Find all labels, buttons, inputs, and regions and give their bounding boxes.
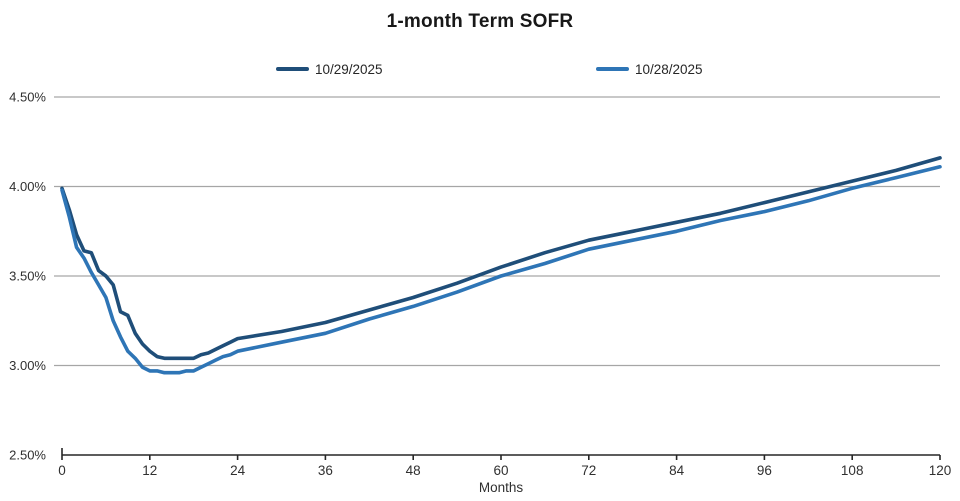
y-axis-tick-label: 3.00% — [9, 358, 46, 373]
chart-title: 1-month Term SOFR — [386, 11, 574, 32]
x-axis-tick-label: 108 — [841, 463, 864, 478]
x-axis-tick-label: 24 — [230, 463, 246, 478]
series-line-0 — [60, 156, 942, 361]
x-axis-tick-label: 48 — [406, 463, 421, 478]
x-axis-tick-label: 60 — [493, 463, 508, 478]
x-axis-tick-label: 84 — [669, 463, 685, 478]
y-axis-tick-label: 4.00% — [9, 179, 46, 194]
y-axis-tick-label: 4.50% — [9, 90, 46, 105]
y-axis-tick-label: 3.50% — [9, 269, 46, 284]
x-axis-tick-label: 96 — [757, 463, 772, 478]
legend-label-series-0: 10/29/2025 — [315, 61, 383, 77]
legend-item-series-1: 10/28/2025 — [596, 59, 703, 79]
x-axis-tick-label: 12 — [142, 463, 157, 478]
legend-line-swatch-light-blue — [596, 67, 629, 71]
legend-line-swatch-dark-blue — [276, 67, 309, 71]
x-axis-tick-label: 120 — [929, 463, 952, 478]
legend-item-series-0: 10/29/2025 — [276, 59, 383, 79]
legend-label-series-1: 10/28/2025 — [635, 61, 703, 77]
series-line-1 — [60, 165, 942, 375]
chart-legend: 10/29/2025 10/28/2025 — [0, 59, 960, 79]
x-axis-tick-label: 0 — [58, 463, 66, 478]
y-axis-tick-label: 2.50% — [9, 448, 46, 463]
x-axis-tick-label: 36 — [318, 463, 333, 478]
x-axis-tick-label: 72 — [581, 463, 596, 478]
x-axis-title: Months — [479, 480, 524, 495]
